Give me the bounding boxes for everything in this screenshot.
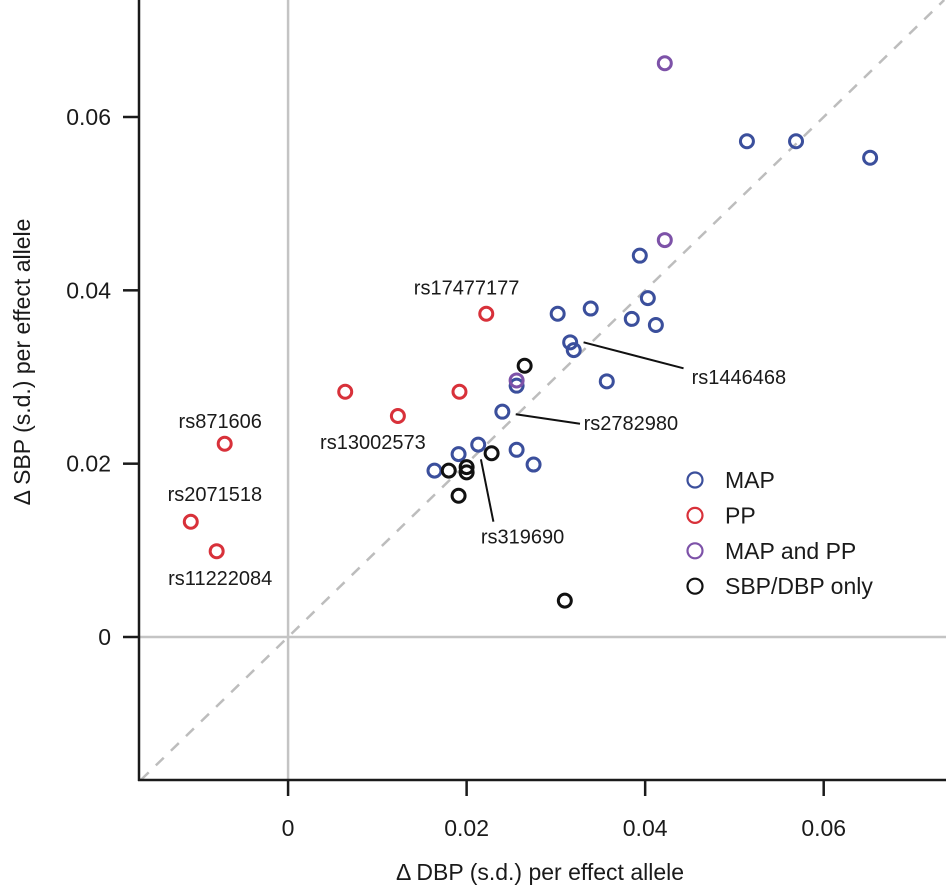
data-point	[470, 436, 487, 453]
data-point	[656, 232, 673, 249]
x-tick-label: 0.02	[444, 815, 489, 841]
data-point	[508, 441, 525, 458]
x-axis-ticks: 0 0.02 0.04 0.06	[282, 780, 846, 841]
data-point	[639, 290, 656, 307]
x-tick-label: 0.04	[623, 815, 668, 841]
snp-label: rs11222084	[168, 568, 272, 590]
snp-label: rs2782980	[584, 413, 679, 435]
legend-marker	[686, 542, 704, 560]
data-point	[508, 372, 525, 389]
data-point	[450, 487, 467, 504]
series-map-and-pp	[508, 55, 673, 389]
x-tick-label: 0	[282, 815, 295, 841]
data-point	[556, 592, 573, 609]
leader-line	[479, 459, 495, 522]
data-point	[738, 133, 755, 150]
data-point	[598, 373, 615, 390]
legend-label: MAP	[725, 467, 775, 493]
identity-line	[139, 0, 946, 781]
data-point	[337, 383, 354, 400]
legend-label: SBP/DBP only	[725, 573, 873, 599]
data-point	[478, 305, 495, 322]
legend-label: MAP and PP	[725, 538, 856, 564]
data-point	[494, 403, 511, 420]
data-point	[562, 334, 579, 351]
data-point	[623, 310, 640, 327]
data-point	[631, 247, 648, 264]
y-axis-ticks: 0 0.02 0.04 0.06	[66, 104, 139, 650]
leader-line	[583, 341, 684, 370]
data-point	[426, 462, 443, 479]
data-point	[788, 133, 805, 150]
data-point	[516, 357, 533, 374]
annotations: rs871606 rs2071518 rs11222084 rs17477177 rs1…	[168, 278, 786, 590]
legend-marker	[686, 506, 704, 525]
snp-label: rs871606	[179, 411, 262, 433]
y-tick-label: 0.06	[66, 104, 111, 130]
data-point	[451, 383, 468, 400]
data-point	[656, 55, 673, 72]
series-sbp-dbp-only	[440, 357, 573, 609]
data-point	[458, 459, 475, 476]
data-point	[508, 377, 525, 394]
y-tick-label: 0.02	[66, 451, 111, 477]
y-axis-title: Δ SBP (s.d.) per effect allele	[9, 219, 35, 506]
series-map	[426, 133, 879, 479]
data-point	[647, 317, 664, 333]
legend-marker	[686, 577, 704, 595]
y-tick-label: 0.04	[66, 277, 111, 303]
data-point	[208, 543, 225, 560]
reference-lines	[139, 0, 946, 781]
snp-label: rs17477177	[414, 278, 520, 300]
data-point	[216, 435, 233, 452]
x-tick-label: 0.06	[801, 815, 846, 841]
annotation-leader-lines	[479, 341, 684, 522]
series-pp	[182, 305, 495, 560]
snp-label: rs13002573	[320, 432, 426, 454]
data-point	[440, 462, 457, 479]
axes: 0 0.02 0.04 0.06 0 0.02 0.04 0.06 Δ DBP (s.d.)…	[9, 0, 946, 885]
legend: MAP PP MAP and PP SBP/DBP only	[686, 467, 873, 599]
x-axis-title: Δ DBP (s.d.) per effect allele	[396, 859, 684, 885]
data-point	[525, 456, 542, 473]
snp-label: rs319690	[481, 526, 564, 548]
snp-label: rs2071518	[168, 484, 263, 506]
data-point	[458, 464, 475, 481]
legend-marker	[686, 471, 704, 489]
data-points	[182, 55, 879, 609]
data-point	[450, 446, 467, 463]
data-point	[483, 445, 500, 462]
data-point	[565, 342, 582, 359]
snp-label: rs1446468	[692, 367, 787, 389]
leader-line	[515, 413, 581, 425]
data-point	[862, 149, 879, 166]
data-point	[182, 513, 199, 530]
data-point	[549, 305, 566, 322]
y-tick-label: 0	[98, 624, 111, 650]
data-point	[582, 300, 599, 317]
legend-label: PP	[725, 502, 756, 528]
data-point	[389, 408, 406, 424]
